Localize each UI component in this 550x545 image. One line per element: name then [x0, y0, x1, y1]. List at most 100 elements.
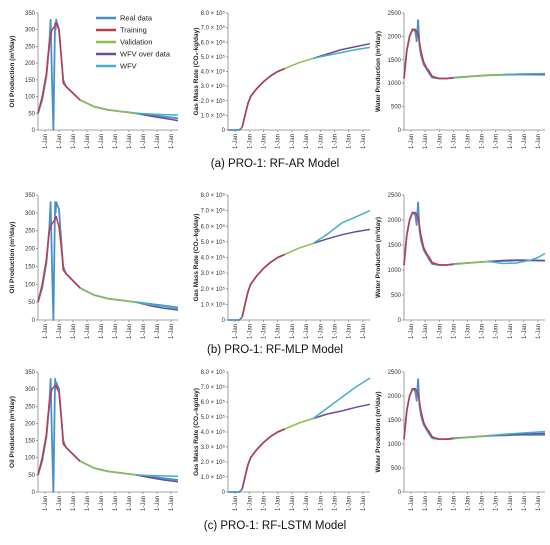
x-tick-label: 1-Jan [169, 496, 175, 511]
series-wfv-line [313, 211, 370, 244]
y-tick-label: 500 [391, 105, 402, 111]
x-tick-label: 1-Jan [169, 134, 175, 149]
y-tick-label: 100 [25, 282, 36, 288]
x-tick-label: 1-Jan [508, 496, 514, 511]
x-tick-label: 1-Jan [522, 324, 528, 339]
y-tick-label: 1000 [388, 442, 402, 448]
x-tick-label: 1-Jan [276, 134, 282, 149]
y-tick-label: 300 [25, 28, 36, 34]
x-tick-label: 1-Jan [409, 134, 415, 149]
x-tick-label: 1-Jan [522, 134, 528, 149]
x-tick-label: 1-Jan [247, 324, 253, 339]
y-axis-label: Water Production (m³/day) [375, 31, 382, 112]
y-tick-label: 50 [28, 111, 35, 117]
x-tick-label: 1-Jan [233, 496, 239, 511]
x-tick-label: 1-Jan [233, 324, 239, 339]
x-tick-label: 1-Jan [333, 496, 339, 511]
x-tick-label: 1-Jan [113, 496, 119, 511]
series-real-line [228, 69, 285, 130]
series-validation-line [285, 243, 313, 254]
y-axis-label: Gas Mass Rate (CO₂-kg/day) [193, 28, 200, 116]
x-tick-label: 1-Jan [423, 134, 429, 149]
series-validation-line [285, 419, 313, 430]
x-tick-label: 1-Jan [99, 324, 105, 339]
y-tick-label: 350 [25, 370, 36, 376]
x-tick-label: 1-Jan [347, 496, 353, 511]
x-tick-label: 1-Jan [85, 496, 91, 511]
series-training-line [38, 23, 80, 113]
y-tick-label: 350 [25, 11, 36, 17]
y-tick-label: 0 [32, 318, 36, 324]
legend-label-validation: Validation [120, 38, 152, 47]
x-tick-label: 1-Jan [304, 134, 310, 149]
series-validation-line [80, 288, 136, 302]
x-tick-label: 1-Jan [304, 496, 310, 511]
y-tick-label: 500 [391, 466, 402, 472]
y-tick-label: 350 [25, 193, 36, 199]
y-tick-label: 500 [391, 293, 402, 299]
x-tick-label: 1-Jan [423, 324, 429, 339]
y-tick-label: 250 [25, 229, 36, 235]
x-tick-label: 1-Jan [113, 324, 119, 339]
y-tick-label: 250 [25, 404, 36, 410]
y-tick-label: 6.0 × 10⁵ [201, 223, 226, 230]
y-axis-label: Gas Mass Rate (CO₂-kg/day) [193, 388, 200, 476]
y-tick-label: 8.0 × 10⁵ [201, 369, 226, 376]
y-axis-label: Oil Production (m³/day) [9, 222, 16, 294]
x-tick-label: 1-Jan [333, 324, 339, 339]
series-training-line [404, 29, 453, 78]
x-tick-label: 1-Jan [494, 496, 500, 511]
x-tick-label: 1-Jan [318, 134, 324, 149]
x-tick-label: 1-Jan [304, 324, 310, 339]
x-tick-label: 1-Jan [233, 134, 239, 149]
y-tick-label: 0 [398, 490, 402, 496]
x-tick-label: 1-Jan [451, 324, 457, 339]
legend-label-wfv: WFV [120, 62, 137, 71]
y-tick-label: 2000 [388, 394, 402, 400]
x-tick-label: 1-Jan [262, 496, 268, 511]
x-tick-label: 1-Jan [85, 324, 91, 339]
x-tick-label: 1-Jan [290, 134, 296, 149]
series-wfv-line [313, 378, 370, 419]
x-tick-label: 1-Jan [437, 324, 443, 339]
y-tick-label: 4.0 × 10⁵ [201, 429, 226, 436]
x-tick-label: 1-Jan [43, 496, 49, 511]
x-tick-label: 1-Jan [141, 324, 147, 339]
x-tick-label: 1-Jan [333, 134, 339, 149]
y-tick-label: 1.0 × 10⁵ [201, 301, 226, 308]
series-training-line [242, 254, 285, 317]
y-tick-label: 3.0 × 10⁵ [201, 270, 226, 277]
y-tick-label: 1500 [388, 418, 402, 424]
y-tick-label: 100 [25, 456, 36, 462]
x-tick-label: 1-Jan [127, 496, 133, 511]
y-tick-label: 200 [25, 247, 36, 253]
y-tick-label: 0 [222, 490, 226, 496]
x-tick-label: 1-Jan [113, 134, 119, 149]
x-tick-label: 1-Jan [43, 134, 49, 149]
x-tick-label: 1-Jan [361, 324, 367, 339]
x-tick-label: 1-Jan [290, 496, 296, 511]
x-tick-label: 1-Jan [71, 134, 77, 149]
y-tick-label: 2000 [388, 218, 402, 224]
x-tick-label: 1-Jan [169, 324, 175, 339]
x-tick-label: 1-Jan [494, 134, 500, 149]
y-tick-label: 200 [25, 61, 36, 67]
x-tick-label: 1-Jan [536, 496, 542, 511]
x-tick-label: 1-Jan [409, 324, 415, 339]
x-tick-label: 1-Jan [57, 134, 63, 149]
y-tick-label: 3.0 × 10⁵ [201, 83, 226, 90]
series-training-line [38, 216, 80, 302]
series-wfv_over-line [313, 229, 370, 243]
y-tick-label: 250 [25, 44, 36, 50]
y-tick-label: 1000 [388, 81, 402, 87]
x-tick-label: 1-Jan [437, 134, 443, 149]
x-tick-label: 1-Jan [57, 496, 63, 511]
series-real-line [228, 429, 285, 492]
y-tick-label: 4.0 × 10⁵ [201, 69, 226, 76]
y-axis-label: Oil Production (m³/day) [9, 396, 16, 468]
y-tick-label: 4.0 × 10⁵ [201, 255, 226, 262]
y-axis-label: Oil Production (m³/day) [9, 36, 16, 108]
